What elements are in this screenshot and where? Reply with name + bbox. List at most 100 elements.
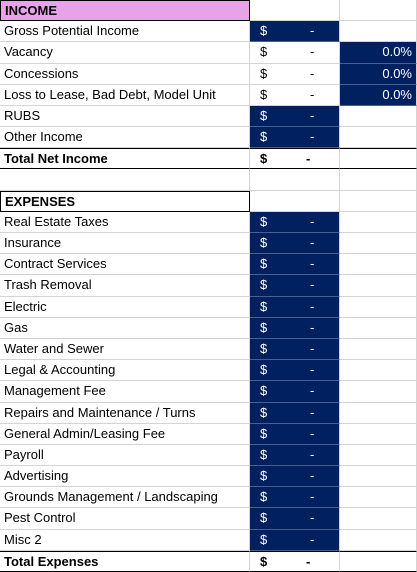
cell bbox=[250, 190, 340, 212]
cell bbox=[340, 211, 417, 234]
currency: $ bbox=[260, 298, 268, 314]
cell: Vacancy bbox=[0, 42, 250, 64]
cell: Trash Removal bbox=[0, 275, 250, 297]
amount: - bbox=[310, 383, 315, 399]
cell: $ - bbox=[250, 21, 340, 43]
cell: $ - bbox=[250, 381, 340, 403]
cell bbox=[340, 487, 417, 509]
row-label: Trash Removal bbox=[4, 277, 92, 293]
cell bbox=[340, 423, 417, 445]
cell: Gas bbox=[0, 317, 250, 339]
cell bbox=[340, 0, 417, 22]
cell: $ - bbox=[250, 317, 340, 339]
cell: Repairs and Maintenance / Turns bbox=[0, 402, 250, 424]
cell: Insurance bbox=[0, 233, 250, 255]
amount: - bbox=[310, 65, 315, 81]
row-label: Management Fee bbox=[4, 383, 106, 399]
cell bbox=[340, 529, 417, 551]
row-label: Legal & Accounting bbox=[4, 362, 116, 378]
cell bbox=[340, 21, 417, 43]
cell: $ - bbox=[250, 42, 340, 64]
cell bbox=[340, 444, 417, 467]
cell: $ - bbox=[250, 529, 340, 551]
amount: - bbox=[310, 44, 315, 60]
cell bbox=[340, 360, 417, 382]
cell: $ - bbox=[250, 296, 340, 318]
cell: Other Income bbox=[0, 127, 250, 149]
currency: $ bbox=[260, 107, 268, 123]
cell bbox=[340, 105, 417, 128]
amount: - bbox=[310, 468, 315, 484]
amount: - bbox=[310, 23, 315, 39]
row-label: Contract Services bbox=[4, 256, 107, 272]
cell: EXPENSES bbox=[0, 190, 250, 212]
cell: $ - bbox=[250, 127, 340, 149]
amount: - bbox=[310, 277, 315, 293]
currency: $ bbox=[260, 362, 268, 378]
cell: $ - bbox=[250, 550, 340, 572]
cell bbox=[250, 169, 340, 191]
amount: - bbox=[310, 531, 315, 547]
cell bbox=[340, 254, 417, 276]
amount: - bbox=[310, 235, 315, 251]
percent: 0.0% bbox=[382, 86, 412, 102]
cell: $ - bbox=[250, 84, 340, 106]
currency: $ bbox=[260, 86, 268, 102]
row-label: Electric bbox=[4, 298, 47, 314]
cell: Pest Control bbox=[0, 508, 250, 530]
cell: $ - bbox=[250, 487, 340, 509]
cell: Total Net Income bbox=[0, 148, 250, 170]
cell: Water and Sewer bbox=[0, 338, 250, 361]
row-label: Advertising bbox=[4, 468, 69, 484]
currency: $ bbox=[260, 383, 268, 399]
currency: $ bbox=[260, 510, 268, 526]
cell bbox=[340, 338, 417, 361]
row-label: Water and Sewer bbox=[4, 340, 104, 356]
percent: 0.0% bbox=[382, 65, 412, 81]
cell: Concessions bbox=[0, 63, 250, 85]
cell bbox=[340, 169, 417, 191]
currency: $ bbox=[260, 23, 268, 39]
currency: $ bbox=[260, 404, 268, 420]
currency: $ bbox=[260, 468, 268, 484]
currency: $ bbox=[260, 129, 268, 145]
cell bbox=[340, 190, 417, 212]
cell: Total Expenses bbox=[0, 550, 250, 572]
cell: $ - bbox=[250, 254, 340, 276]
row-label: Repairs and Maintenance / Turns bbox=[4, 404, 196, 420]
cell: Gross Potential Income bbox=[0, 21, 250, 43]
cell bbox=[340, 296, 417, 318]
total-label: Total Expenses bbox=[4, 553, 99, 569]
currency: $ bbox=[260, 425, 268, 441]
cell: $ - bbox=[250, 338, 340, 361]
amount: - bbox=[310, 86, 315, 102]
cell: $ - bbox=[250, 63, 340, 85]
row-label: Other Income bbox=[4, 129, 83, 145]
cell bbox=[340, 550, 417, 572]
amount: - bbox=[310, 256, 315, 272]
amount: - bbox=[310, 213, 315, 229]
cell bbox=[340, 317, 417, 339]
amount: - bbox=[310, 446, 315, 462]
cell: 0.0% bbox=[340, 84, 417, 106]
cell bbox=[340, 508, 417, 530]
amount: - bbox=[310, 319, 315, 335]
cell: Advertising bbox=[0, 466, 250, 488]
currency: $ bbox=[260, 151, 268, 167]
cell: Grounds Management / Landscaping bbox=[0, 487, 250, 509]
cell: $ - bbox=[250, 275, 340, 297]
cell: $ - bbox=[250, 423, 340, 445]
amount: - bbox=[310, 107, 315, 123]
currency: $ bbox=[260, 340, 268, 356]
row-label: RUBS bbox=[4, 107, 41, 123]
amount: - bbox=[310, 340, 315, 356]
currency: $ bbox=[260, 553, 268, 569]
cell: $ - bbox=[250, 360, 340, 382]
cell: Contract Services bbox=[0, 254, 250, 276]
row-label: Real Estate Taxes bbox=[4, 213, 109, 229]
row-label: Vacancy bbox=[4, 44, 53, 60]
cell: $ - bbox=[250, 508, 340, 530]
cell: Electric bbox=[0, 296, 250, 318]
cell: $ - bbox=[250, 466, 340, 488]
cell bbox=[340, 127, 417, 149]
